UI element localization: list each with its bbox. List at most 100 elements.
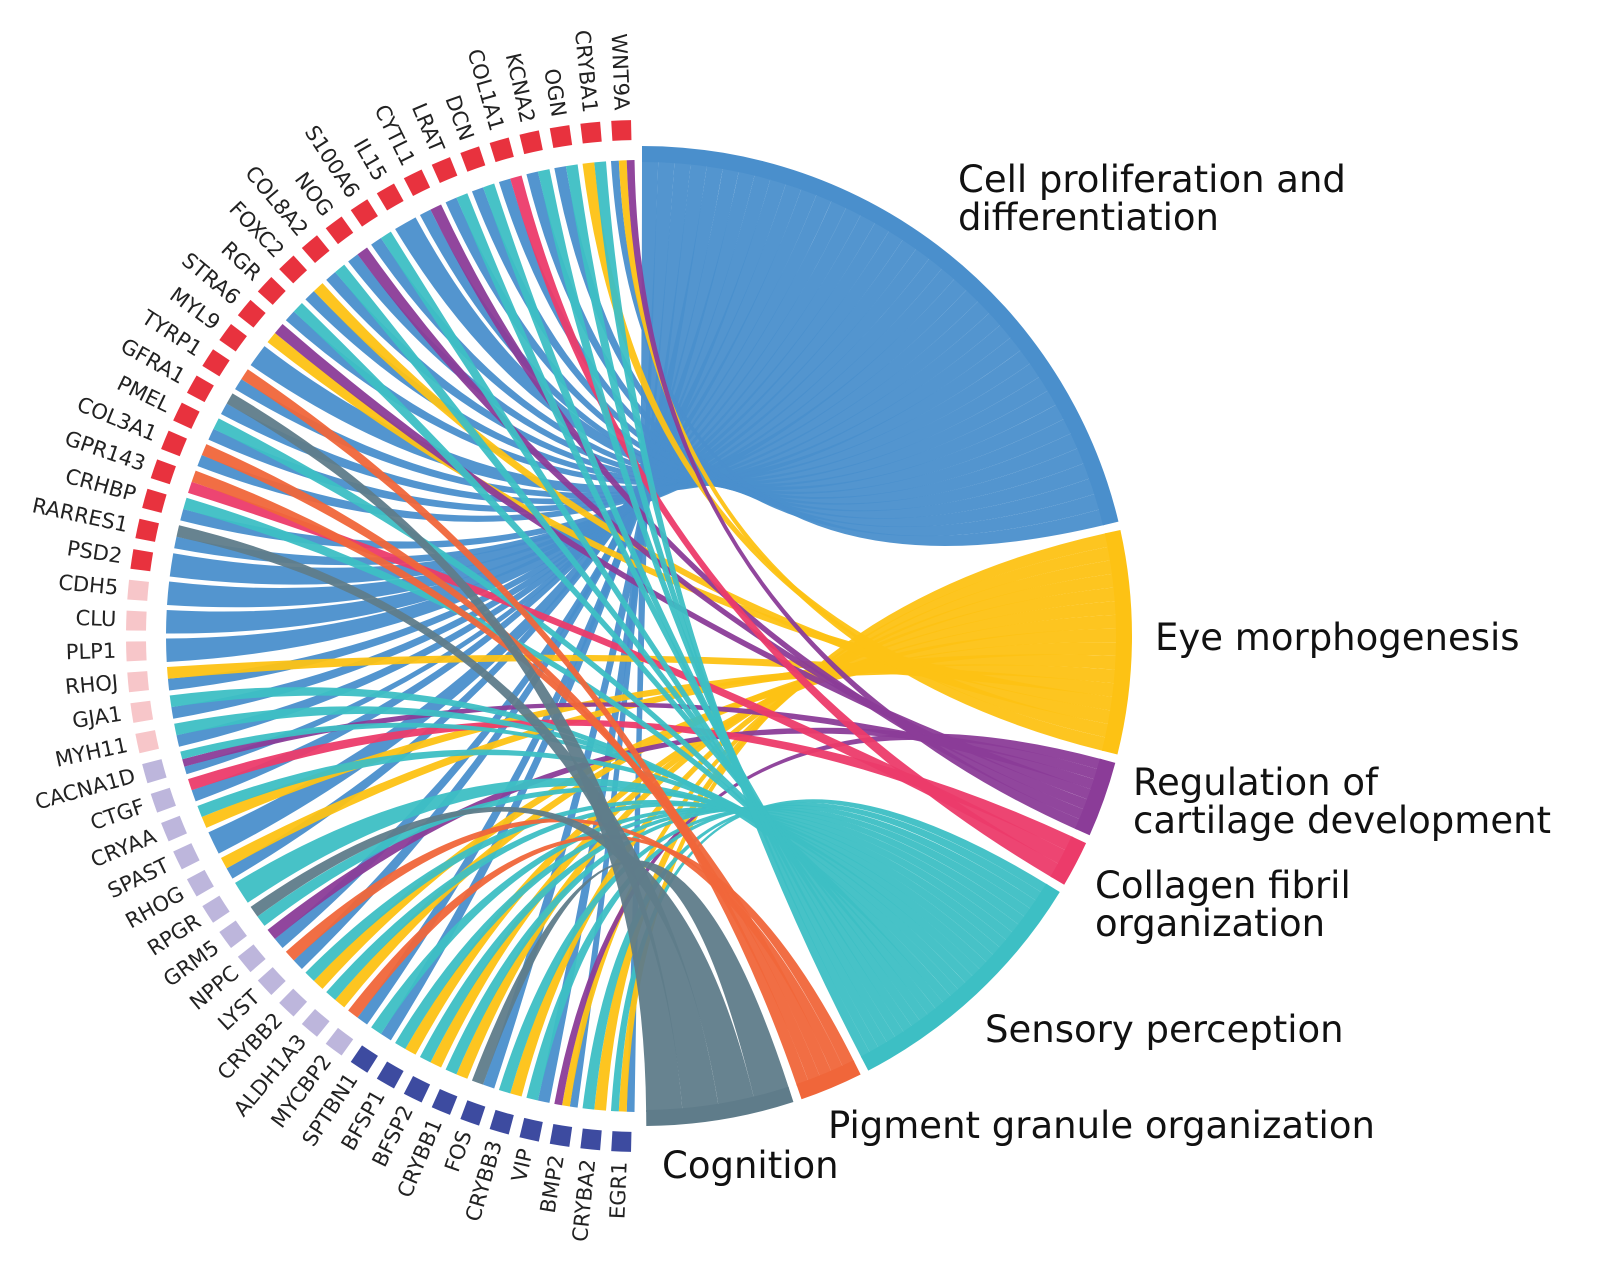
gene-block (611, 1131, 632, 1152)
gene-block (142, 488, 167, 513)
gene-block (580, 1128, 602, 1151)
gene-block (202, 349, 230, 377)
gene-block (186, 869, 214, 897)
chord-ribbon (174, 257, 944, 566)
gene-block (325, 216, 354, 245)
chord-ribbon (483, 162, 707, 1089)
gene-block (161, 815, 187, 842)
chord-ribbon (471, 860, 790, 1099)
gene-label: BMP2 (536, 1153, 569, 1215)
gene-block (130, 549, 154, 572)
chord-ribbon (285, 311, 1022, 486)
gene-block (489, 1109, 514, 1135)
gene-block (173, 402, 200, 429)
gene-label: CDH5 (57, 570, 119, 599)
gene-block (580, 121, 602, 144)
gene-block (186, 375, 214, 403)
term-label: Collagen fibril organization (1095, 864, 1351, 945)
gene-label: DCN (440, 92, 478, 144)
gene-block (135, 518, 159, 542)
chord-ribbon (326, 802, 1002, 1000)
gene-label: CRYBA1 (570, 29, 602, 114)
gene-block (130, 700, 154, 723)
gene-label: RHOJ (64, 670, 119, 699)
term-label: Cognition (662, 1144, 839, 1187)
term-label: Regulation of cartilage development (1133, 761, 1551, 842)
term-arc (1101, 529, 1133, 755)
term-arc (796, 1060, 861, 1100)
term-arc (646, 1086, 794, 1126)
gene-label: FOS (440, 1127, 477, 1175)
gene-block (127, 671, 149, 693)
gene-block (350, 199, 378, 227)
gene-block (173, 843, 200, 870)
gene-block (431, 1088, 458, 1115)
gene-block (257, 277, 286, 305)
gene-block (611, 120, 632, 141)
gene-block (279, 988, 308, 1017)
gene-block (202, 895, 230, 923)
gene-block (301, 235, 330, 264)
chord-ribbon (180, 267, 956, 549)
gene-block (142, 759, 167, 784)
chord-ribbon (335, 264, 921, 1028)
term-label: Eye morphogenesis (1155, 616, 1520, 659)
gene-label: PLP1 (65, 639, 116, 665)
chord-ribbon (498, 178, 1092, 519)
ribbon-layer (166, 160, 1119, 1112)
gene-block (549, 125, 573, 148)
gene-label: VIP (507, 1146, 538, 1184)
gene-label: EGR1 (605, 1161, 631, 1219)
chord-ribbon (537, 161, 691, 1103)
term-arc (642, 146, 1119, 526)
chord-ribbon (267, 727, 1099, 940)
gene-label: PSD2 (65, 536, 123, 568)
gene-block (350, 1045, 378, 1073)
term-label: Cell proliferation and differentiation (958, 158, 1346, 239)
gene-block (519, 130, 543, 155)
gene-block (376, 1061, 404, 1089)
gene-block (549, 1124, 573, 1147)
chord-ribbon (305, 800, 995, 981)
term-arc (1050, 836, 1087, 885)
gene-label: CLU (75, 606, 116, 631)
gene-block (237, 299, 266, 328)
gene-block (460, 146, 486, 172)
gene-block (279, 255, 308, 284)
chord-ribbon (188, 481, 1067, 865)
gene-block (161, 430, 187, 457)
gene-block (376, 183, 404, 211)
gene-label: CRYBA2 (568, 1158, 600, 1243)
gene-block (126, 641, 147, 662)
term-arc (860, 883, 1060, 1071)
gene-label: MYH11 (53, 733, 130, 772)
gene-block-layer (126, 120, 632, 1152)
chord-ribbon (380, 231, 913, 1034)
chord-ribbon (471, 187, 1086, 512)
gene-block (325, 1027, 354, 1056)
gene-block (150, 459, 176, 485)
gene-block (403, 1076, 431, 1103)
gene-label: OGN (539, 67, 570, 119)
gene-label: GJA1 (71, 702, 124, 733)
term-arc (1075, 758, 1116, 836)
chord-ribbon (419, 807, 1020, 1063)
gene-label: KCNA2 (501, 51, 540, 125)
gene-block (126, 610, 147, 631)
gene-block (150, 787, 176, 813)
gene-block (135, 730, 159, 754)
gene-block (431, 157, 458, 184)
gene-block (489, 137, 514, 163)
gene-block (301, 1008, 330, 1037)
gene-block (460, 1100, 486, 1126)
gene-block (127, 579, 149, 601)
chord-ribbon (167, 654, 1116, 698)
chord-ribbon (371, 807, 1008, 1034)
chord-ribbon (395, 807, 1014, 1049)
term-arc-layer (642, 146, 1133, 1126)
term-label-layer: Cell proliferation and differentiation Eye… (662, 158, 1551, 1187)
term-label: Sensory perception (985, 1008, 1344, 1051)
chord-ribbon (456, 193, 905, 1039)
gene-block (219, 920, 247, 948)
